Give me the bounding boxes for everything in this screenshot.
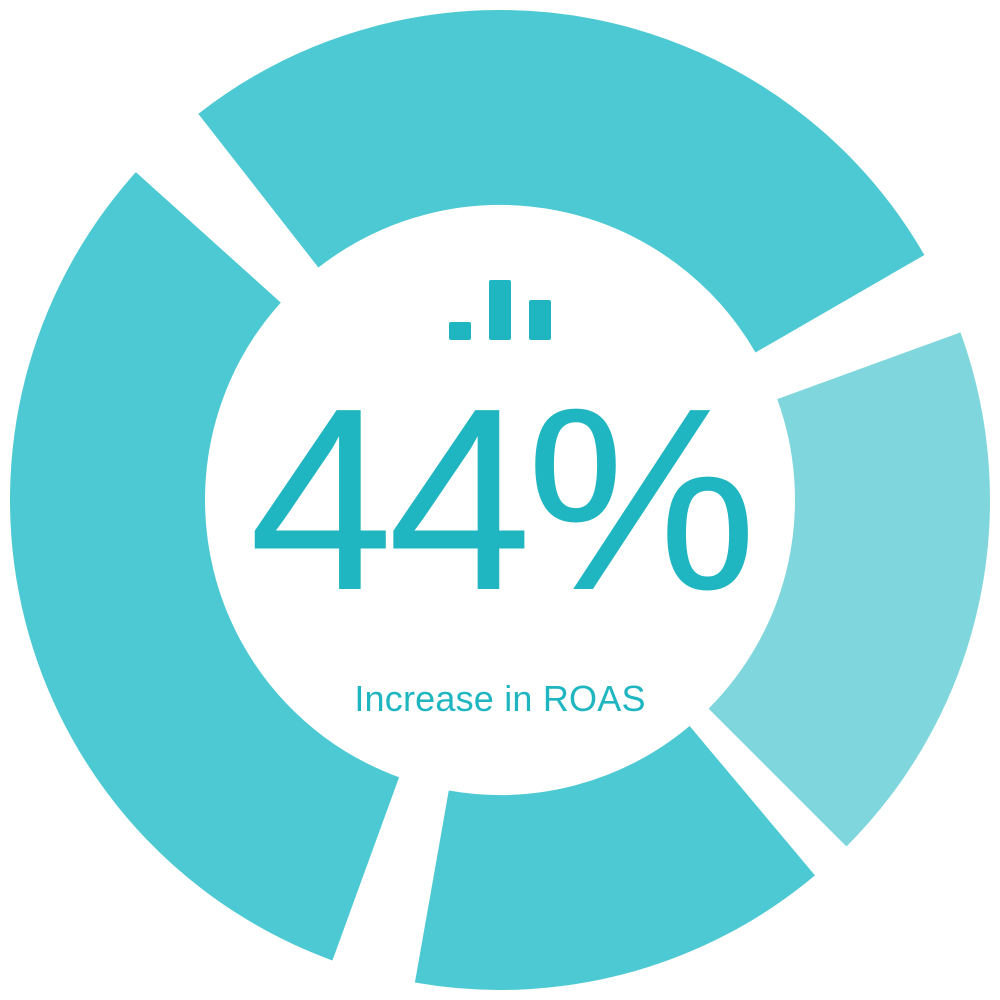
metric-value: 44%	[249, 370, 751, 630]
stat-content: 44% Increase in ROAS	[0, 0, 1000, 1000]
bar-chart-icon-bar	[529, 300, 551, 340]
bar-chart-icon-bar	[449, 322, 471, 340]
stat-card: 44% Increase in ROAS	[0, 0, 1000, 1000]
bar-chart-icon-bar	[489, 280, 511, 340]
metric-label: Increase in ROAS	[354, 678, 645, 720]
bar-chart-icon	[449, 280, 551, 340]
